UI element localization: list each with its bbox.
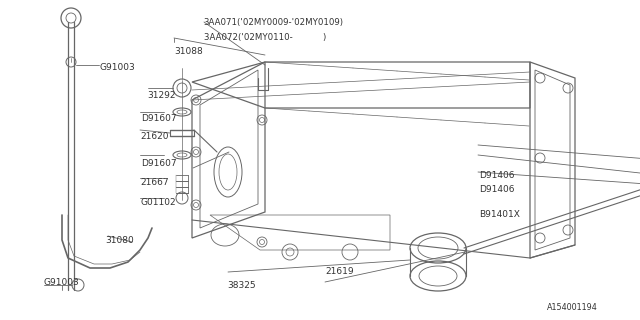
Text: G01102: G01102	[141, 198, 177, 207]
Text: 31292: 31292	[147, 92, 176, 100]
Text: 31088: 31088	[174, 47, 203, 56]
Text: D91607: D91607	[141, 159, 177, 168]
Text: D91406: D91406	[479, 185, 514, 194]
Text: 21667: 21667	[141, 178, 170, 187]
Text: D91406: D91406	[479, 171, 514, 180]
Text: 3AA071('02MY0009-'02MY0109): 3AA071('02MY0009-'02MY0109)	[204, 18, 344, 27]
Text: G91003: G91003	[44, 278, 79, 287]
Text: 21619: 21619	[325, 267, 354, 276]
Text: G91003: G91003	[99, 63, 135, 72]
Text: B91401X: B91401X	[479, 210, 520, 219]
Text: 38325: 38325	[227, 281, 256, 290]
Text: 3AA072('02MY0110-           ): 3AA072('02MY0110- )	[204, 33, 326, 42]
Text: 31080: 31080	[106, 236, 134, 245]
Text: 21620: 21620	[141, 132, 170, 141]
Text: A154001194: A154001194	[547, 303, 598, 312]
Text: D91607: D91607	[141, 114, 177, 123]
